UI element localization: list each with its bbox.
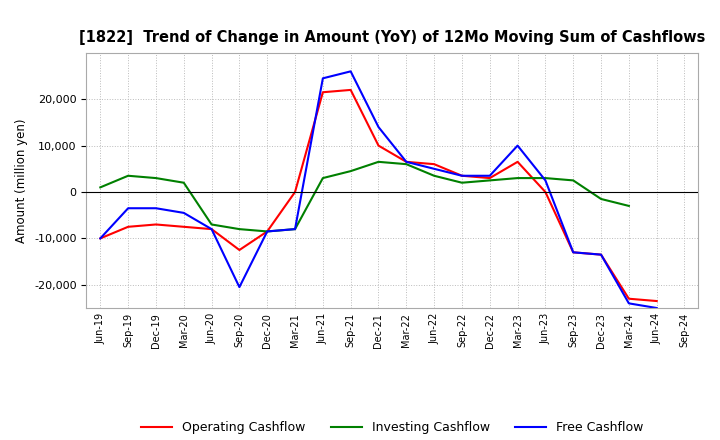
Operating Cashflow <box>652 298 661 304</box>
Free Cashflow <box>207 227 216 232</box>
Operating Cashflow <box>569 249 577 255</box>
Investing Cashflow <box>374 159 383 165</box>
Operating Cashflow <box>207 227 216 232</box>
Free Cashflow <box>458 173 467 178</box>
Free Cashflow <box>374 125 383 130</box>
Operating Cashflow <box>458 173 467 178</box>
Operating Cashflow <box>179 224 188 229</box>
Investing Cashflow <box>597 196 606 202</box>
Investing Cashflow <box>152 176 161 181</box>
Free Cashflow <box>541 178 550 183</box>
Operating Cashflow <box>513 159 522 165</box>
Free Cashflow <box>624 301 633 306</box>
Investing Cashflow <box>124 173 132 178</box>
Investing Cashflow <box>569 178 577 183</box>
Operating Cashflow <box>263 229 271 234</box>
Title: [1822]  Trend of Change in Amount (YoY) of 12Mo Moving Sum of Cashflows: [1822] Trend of Change in Amount (YoY) o… <box>79 29 706 45</box>
Free Cashflow <box>652 305 661 311</box>
Investing Cashflow <box>346 169 355 174</box>
Operating Cashflow <box>374 143 383 148</box>
Free Cashflow <box>179 210 188 216</box>
Free Cashflow <box>318 76 327 81</box>
Operating Cashflow <box>624 296 633 301</box>
Investing Cashflow <box>207 222 216 227</box>
Investing Cashflow <box>318 176 327 181</box>
Investing Cashflow <box>235 227 243 232</box>
Operating Cashflow <box>124 224 132 229</box>
Operating Cashflow <box>96 236 104 241</box>
Operating Cashflow <box>430 161 438 167</box>
Investing Cashflow <box>541 176 550 181</box>
Operating Cashflow <box>402 159 410 165</box>
Line: Free Cashflow: Free Cashflow <box>100 71 657 308</box>
Line: Operating Cashflow: Operating Cashflow <box>100 90 657 301</box>
Free Cashflow <box>235 285 243 290</box>
Operating Cashflow <box>346 87 355 92</box>
Investing Cashflow <box>513 176 522 181</box>
Free Cashflow <box>263 229 271 234</box>
Free Cashflow <box>291 227 300 232</box>
Free Cashflow <box>96 236 104 241</box>
Line: Investing Cashflow: Investing Cashflow <box>100 162 629 231</box>
Operating Cashflow <box>152 222 161 227</box>
Free Cashflow <box>346 69 355 74</box>
Free Cashflow <box>430 166 438 172</box>
Operating Cashflow <box>291 189 300 194</box>
Operating Cashflow <box>485 176 494 181</box>
Investing Cashflow <box>179 180 188 185</box>
Investing Cashflow <box>430 173 438 178</box>
Investing Cashflow <box>263 229 271 234</box>
Free Cashflow <box>485 173 494 178</box>
Operating Cashflow <box>541 189 550 194</box>
Operating Cashflow <box>597 252 606 257</box>
Y-axis label: Amount (million yen): Amount (million yen) <box>16 118 29 242</box>
Free Cashflow <box>513 143 522 148</box>
Free Cashflow <box>569 249 577 255</box>
Operating Cashflow <box>318 90 327 95</box>
Investing Cashflow <box>485 178 494 183</box>
Investing Cashflow <box>458 180 467 185</box>
Investing Cashflow <box>402 161 410 167</box>
Free Cashflow <box>597 252 606 257</box>
Investing Cashflow <box>291 227 300 232</box>
Legend: Operating Cashflow, Investing Cashflow, Free Cashflow: Operating Cashflow, Investing Cashflow, … <box>141 422 644 434</box>
Free Cashflow <box>402 159 410 165</box>
Investing Cashflow <box>624 203 633 209</box>
Operating Cashflow <box>235 247 243 253</box>
Investing Cashflow <box>96 185 104 190</box>
Free Cashflow <box>124 205 132 211</box>
Free Cashflow <box>152 205 161 211</box>
